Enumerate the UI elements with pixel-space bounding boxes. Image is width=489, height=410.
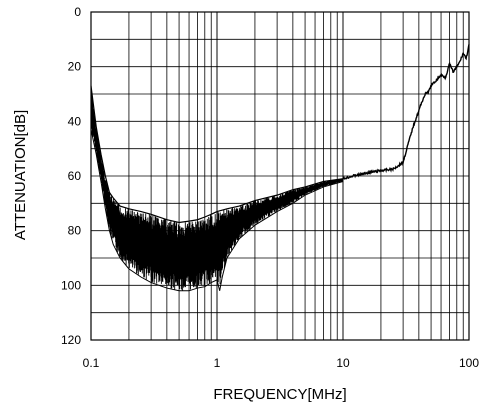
y-tick-label: 20 xyxy=(68,60,82,74)
y-axis-title: ATTENUATION[dB] xyxy=(12,110,29,240)
y-tick-label: 60 xyxy=(68,169,82,183)
y-tick-label: 100 xyxy=(61,278,81,292)
y-tick-labels: 0 20 40 60 80 100 120 xyxy=(61,5,81,347)
series-upper-envelope xyxy=(90,85,344,224)
series-band-trace xyxy=(90,89,344,291)
chart-grid xyxy=(91,12,469,340)
x-tick-label: 0.1 xyxy=(83,356,100,370)
series-lower-envelope xyxy=(90,129,344,292)
chart-frame xyxy=(90,11,470,341)
series-trace xyxy=(342,44,470,180)
y-tick-label: 0 xyxy=(74,5,81,19)
y-tick-label: 40 xyxy=(68,114,82,128)
x-axis-title: FREQUENCY[MHz] xyxy=(213,386,346,403)
x-tick-label: 100 xyxy=(459,356,479,370)
y-tick-label: 80 xyxy=(68,224,82,238)
chart-plot-area xyxy=(90,44,470,292)
x-tick-label: 10 xyxy=(336,356,350,370)
x-tick-label: 1 xyxy=(214,356,221,370)
x-tick-labels: 0.1 1 10 100 xyxy=(83,356,480,370)
y-tick-label: 120 xyxy=(61,333,81,347)
